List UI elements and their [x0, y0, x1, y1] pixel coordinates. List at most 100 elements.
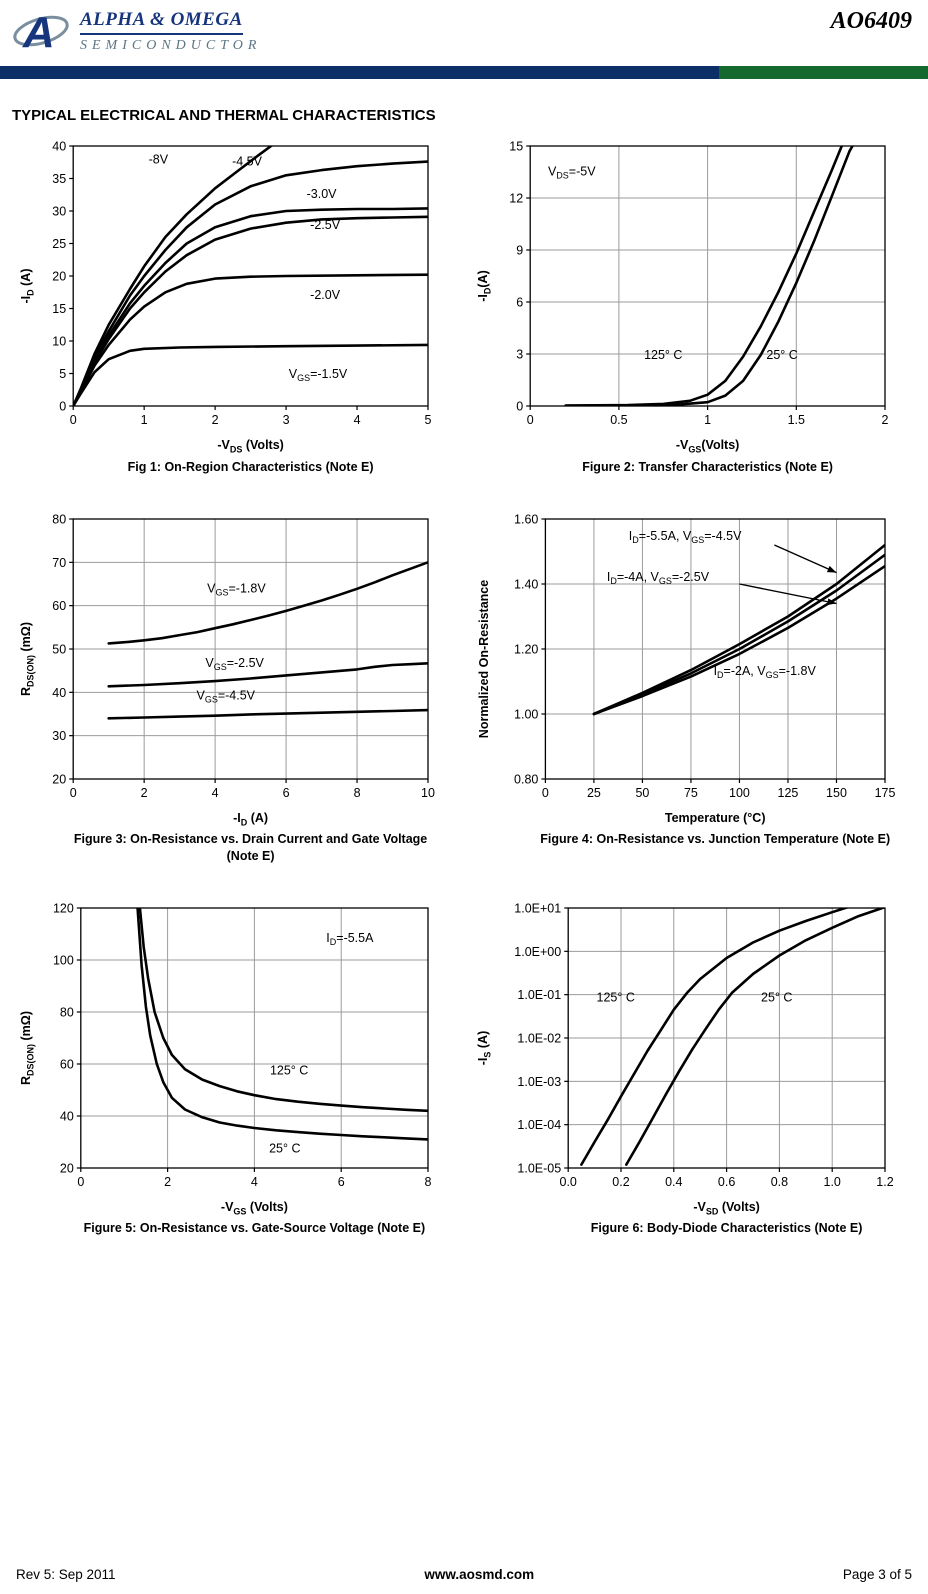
- annotation-label: -2.0V: [310, 288, 341, 302]
- annotation-label: 25° C: [761, 990, 792, 1004]
- svg-text:1.0E+01: 1.0E+01: [514, 901, 561, 915]
- page-number: Page 3 of 5: [842, 1567, 912, 1582]
- x-axis-label: -VSD (Volts): [693, 1199, 760, 1217]
- svg-text:1: 1: [704, 413, 711, 427]
- svg-text:60: 60: [60, 1057, 74, 1071]
- svg-text:50: 50: [52, 642, 66, 656]
- svg-text:0: 0: [516, 400, 523, 414]
- figure-1: -ID (A) 0 1 2 3 4 5 0 5 10 15 20 25 30 35 40 -8V -4.5V -3.…: [14, 136, 465, 475]
- y-axis-label: -IS (A): [475, 1030, 493, 1065]
- svg-text:2: 2: [882, 413, 889, 427]
- svg-text:0.0: 0.0: [560, 1175, 577, 1189]
- curve-125-c: [580, 907, 849, 1166]
- svg-text:1.40: 1.40: [514, 577, 538, 591]
- chart-canvas: 0 25 50 75 100 125 150 175 0.80 1.00 1.20 1.40 1.60 I…: [514, 512, 896, 800]
- svg-text:80: 80: [52, 512, 66, 526]
- svg-text:6: 6: [283, 786, 290, 800]
- svg-text:60: 60: [52, 599, 66, 613]
- divider-navy-segment: [0, 66, 720, 79]
- page-footer: Rev 5: Sep 2011 www.aosmd.com Page 3 of …: [0, 1567, 928, 1582]
- curve-id-4a-vgs-2-5v: [592, 553, 886, 716]
- header-divider-bar: [0, 66, 928, 79]
- svg-text:5: 5: [425, 413, 432, 427]
- company-subtitle: SEMICONDUCTOR: [80, 37, 262, 53]
- svg-text:10: 10: [421, 786, 435, 800]
- company-name: ALPHA & OMEGA: [80, 9, 243, 35]
- svg-text:70: 70: [52, 556, 66, 570]
- svg-text:30: 30: [52, 729, 66, 743]
- svg-text:100: 100: [729, 786, 750, 800]
- svg-text:20: 20: [52, 270, 66, 284]
- annotation-label: VGS=-1.8V: [207, 581, 266, 597]
- svg-text:1: 1: [141, 413, 148, 427]
- x-axis-label: -VGS (Volts): [220, 1199, 288, 1217]
- y-axis-label: RDS(ON) (mΩ): [18, 621, 36, 696]
- svg-text:125: 125: [778, 786, 799, 800]
- figure-caption: Figure 3: On-Resistance vs. Drain Curren…: [73, 832, 428, 863]
- part-number: AO6409: [830, 8, 912, 34]
- svg-text:6: 6: [516, 296, 523, 310]
- figure-caption: Fig 1: On-Region Characteristics (Note E…: [127, 459, 374, 474]
- svg-text:9: 9: [516, 244, 523, 258]
- svg-text:35: 35: [52, 172, 66, 186]
- aos-logo-icon: A: [13, 8, 69, 56]
- svg-text:0: 0: [542, 786, 549, 800]
- x-axis-label: -ID (A): [233, 810, 269, 828]
- svg-text:1.60: 1.60: [514, 512, 538, 526]
- svg-text:0.2: 0.2: [612, 1175, 629, 1189]
- annotation-label: ID=-5.5A: [326, 931, 374, 947]
- annotation-label: VGS=-1.5V: [289, 367, 348, 383]
- svg-text:0.6: 0.6: [718, 1175, 735, 1189]
- svg-text:20: 20: [52, 772, 66, 786]
- annotation-label: -4.5V: [232, 155, 263, 169]
- svg-text:15: 15: [509, 140, 523, 154]
- svg-text:1.0E-03: 1.0E-03: [517, 1075, 561, 1089]
- svg-text:40: 40: [52, 140, 66, 154]
- svg-text:4: 4: [212, 786, 219, 800]
- annotation-label: VGS=-4.5V: [196, 688, 255, 704]
- curve-id-2a-vgs-1-8v: [592, 564, 886, 716]
- figure-2: -ID(A) 0 0.5 1 1.5 2 0 3 6 9 12 15 VDS=-5V 125° C 25° …: [471, 136, 922, 475]
- svg-text:150: 150: [826, 786, 847, 800]
- annotation-label: -2.5V: [310, 218, 341, 232]
- annotation-label: VDS=-5V: [548, 164, 596, 180]
- svg-text:2: 2: [212, 413, 219, 427]
- svg-text:3: 3: [283, 413, 290, 427]
- figure-3: RDS(ON) (mΩ) 0 2 4 6 8 10 20 30 40 50 60 70 80 VGS=-1.…: [14, 509, 465, 864]
- curve-125-c: [564, 146, 844, 406]
- svg-text:1.00: 1.00: [514, 707, 538, 721]
- x-axis-label: -VDS (Volts): [217, 438, 284, 455]
- curve-125-c: [138, 907, 429, 1112]
- curve-25-c: [564, 146, 854, 406]
- figure-caption: Figure 5: On-Resistance vs. Gate-Source …: [83, 1221, 426, 1236]
- svg-text:0.5: 0.5: [610, 413, 627, 427]
- svg-text:8: 8: [354, 786, 361, 800]
- svg-text:8: 8: [425, 1175, 432, 1189]
- charts-grid: -ID (A) 0 1 2 3 4 5 0 5 10 15 20 25 30 35 40 -8V -4.5V -3.…: [0, 126, 928, 1237]
- svg-text:1.0E-02: 1.0E-02: [517, 1031, 561, 1045]
- svg-text:0: 0: [59, 400, 66, 414]
- curve-id-5-5a-vgs-4-5v: [592, 543, 886, 716]
- company-logo: A ALPHA & OMEGA SEMICONDUCTOR: [10, 6, 261, 56]
- figure-4: Normalized On-Resistance 0 25 50 75 100 125 150…: [471, 509, 922, 864]
- chart-canvas: 0.0 0.2 0.4 0.6 0.8 1.0 1.2 1.0E+01 1.0E+00 1.0E-…: [514, 901, 893, 1189]
- curve-vgs-4-5v: [73, 160, 428, 406]
- annotation-label: 125° C: [597, 990, 635, 1004]
- chart-canvas: 0 0.5 1 1.5 2 0 3 6 9 12 15 VDS=-5V 125° C 25° C: [509, 140, 889, 428]
- svg-text:175: 175: [875, 786, 896, 800]
- curve-vgs-4-5v: [107, 708, 428, 720]
- annotation-label: -3.0V: [307, 187, 338, 201]
- section-title: TYPICAL ELECTRICAL AND THERMAL CHARACTER…: [12, 107, 436, 124]
- annotation-label: 25° C: [269, 1141, 300, 1155]
- svg-text:12: 12: [509, 192, 523, 206]
- svg-text:3: 3: [516, 348, 523, 362]
- company-name-block: ALPHA & OMEGA SEMICONDUCTOR: [80, 9, 261, 54]
- divider-green-segment: [719, 66, 928, 79]
- svg-text:0: 0: [77, 1175, 84, 1189]
- svg-text:1.5: 1.5: [788, 413, 805, 427]
- curve-vgs-1-8v: [107, 560, 428, 645]
- svg-text:0.80: 0.80: [514, 772, 538, 786]
- svg-text:1.0E-01: 1.0E-01: [517, 988, 561, 1002]
- chart-canvas: 0 2 4 6 8 20 40 60 80 100 120 ID=-5.5A 125° C 25° C: [53, 901, 432, 1189]
- chart-canvas: 0 2 4 6 8 10 20 30 40 50 60 70 80 VGS=-1.8V VGS=-2.5V V…: [52, 512, 435, 800]
